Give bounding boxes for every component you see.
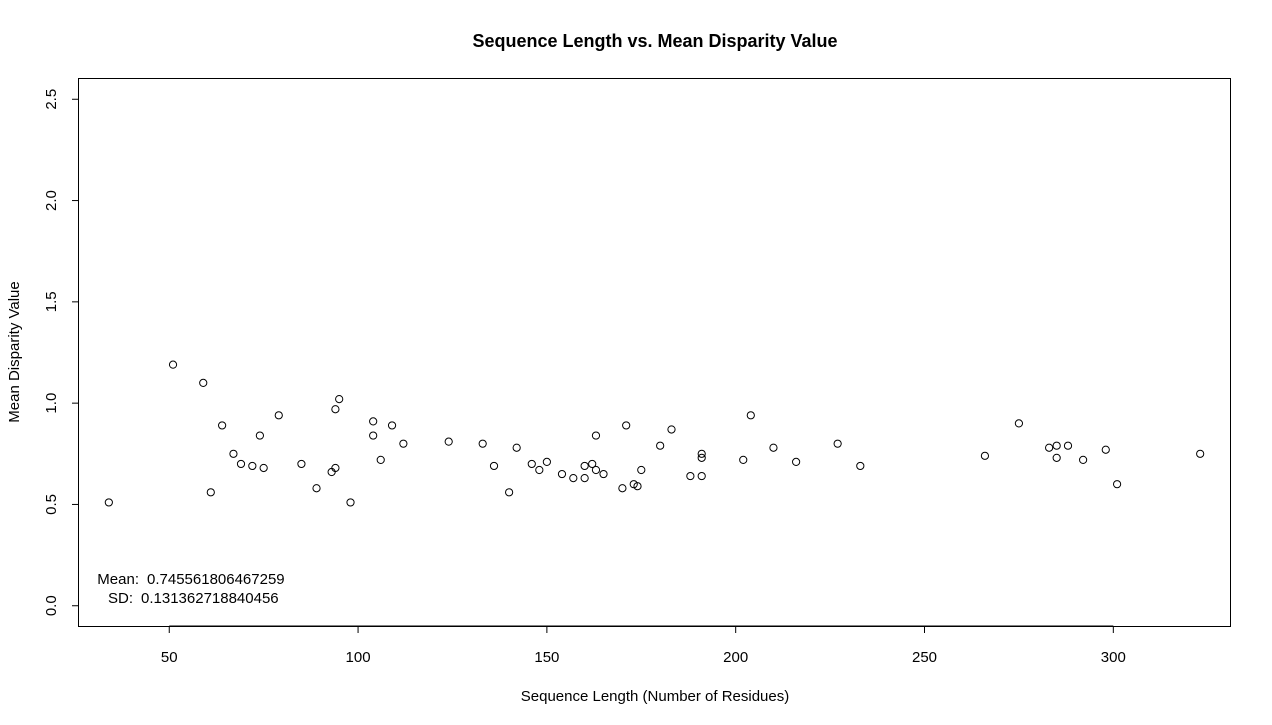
mean-label: Mean: [97, 571, 139, 588]
data-point [248, 461, 257, 471]
data-point [206, 488, 215, 497]
data-point [1045, 443, 1054, 452]
data-point [792, 457, 801, 466]
data-point [346, 498, 355, 507]
data-point [399, 439, 408, 448]
data-point [478, 439, 487, 448]
data-point [1079, 455, 1088, 464]
x-tick-label: 50 [161, 649, 178, 666]
data-point [218, 421, 227, 430]
data-point [255, 431, 264, 440]
y-axis-label: Mean Disparity Value [6, 281, 23, 422]
data-point [199, 378, 208, 387]
data-point [512, 443, 521, 452]
data-points [104, 360, 1205, 507]
data-point [618, 484, 627, 493]
data-point [980, 451, 990, 460]
data-point [686, 471, 695, 481]
data-point [833, 439, 842, 448]
stats-annotation: Mean: 0.745561806467259 SD: 0.1313627188… [97, 571, 284, 607]
data-point [591, 465, 601, 475]
y-tick-label: 2.0 [43, 190, 60, 211]
mean-value: 0.745561806467259 [147, 571, 285, 588]
y-tick-label: 1.0 [43, 393, 60, 414]
data-point [444, 437, 453, 446]
data-point [331, 463, 340, 473]
data-point [637, 465, 646, 475]
data-point [387, 421, 397, 430]
data-point [856, 461, 865, 471]
data-point [588, 459, 597, 469]
data-point [697, 471, 706, 481]
sd-value: 0.131362718840456 [141, 590, 279, 607]
data-point [369, 417, 378, 426]
data-point [599, 469, 608, 479]
data-point [505, 488, 514, 497]
data-point [1014, 419, 1024, 428]
data-point [656, 441, 665, 450]
x-tick-label: 100 [346, 649, 371, 666]
data-point [1052, 453, 1061, 462]
data-point [697, 449, 706, 458]
data-point [580, 461, 589, 471]
x-tick-label: 300 [1101, 649, 1126, 666]
y-tick-label: 2.5 [43, 89, 60, 110]
data-point [746, 411, 755, 420]
data-point [104, 498, 113, 507]
plot-frame [78, 78, 1231, 627]
data-point [591, 431, 601, 440]
data-point [769, 443, 778, 452]
data-point [335, 394, 344, 404]
data-point [376, 455, 385, 464]
data-point [229, 449, 238, 458]
x-axis-label: Sequence Length (Number of Residues) [521, 688, 790, 705]
data-point [633, 482, 642, 491]
sd-label: SD: [108, 590, 133, 607]
chart-title: Sequence Length vs. Mean Disparity Value [472, 31, 837, 51]
data-point [527, 459, 536, 469]
data-point [297, 459, 306, 469]
data-point [1112, 480, 1122, 489]
data-point [1052, 441, 1061, 450]
y-tick-label: 0.0 [43, 595, 60, 616]
y-tick-label: 1.5 [43, 291, 60, 312]
data-point [274, 411, 283, 420]
data-point [569, 474, 578, 483]
data-point [1196, 449, 1205, 458]
data-point [542, 457, 551, 466]
data-point [1063, 441, 1073, 450]
data-point [369, 431, 378, 440]
data-point [168, 360, 178, 369]
data-point [312, 484, 321, 493]
x-tick-label: 250 [912, 649, 937, 666]
data-point [697, 453, 706, 462]
data-point [489, 461, 499, 471]
data-point [667, 425, 676, 434]
y-axis: 0.0 0.5 1.0 1.5 2.0 2.5 [43, 89, 79, 616]
x-axis: 50 100 150 200 250 300 [161, 625, 1126, 666]
data-point [331, 405, 340, 414]
data-point [739, 455, 748, 464]
data-point [259, 463, 268, 473]
data-point [622, 421, 631, 430]
data-point [1101, 445, 1110, 454]
data-point [580, 474, 589, 483]
data-point [535, 465, 544, 475]
x-tick-label: 200 [723, 649, 748, 666]
x-tick-label: 150 [534, 649, 559, 666]
data-point [557, 469, 567, 479]
y-tick-label: 0.5 [43, 494, 60, 515]
data-point [236, 459, 246, 469]
